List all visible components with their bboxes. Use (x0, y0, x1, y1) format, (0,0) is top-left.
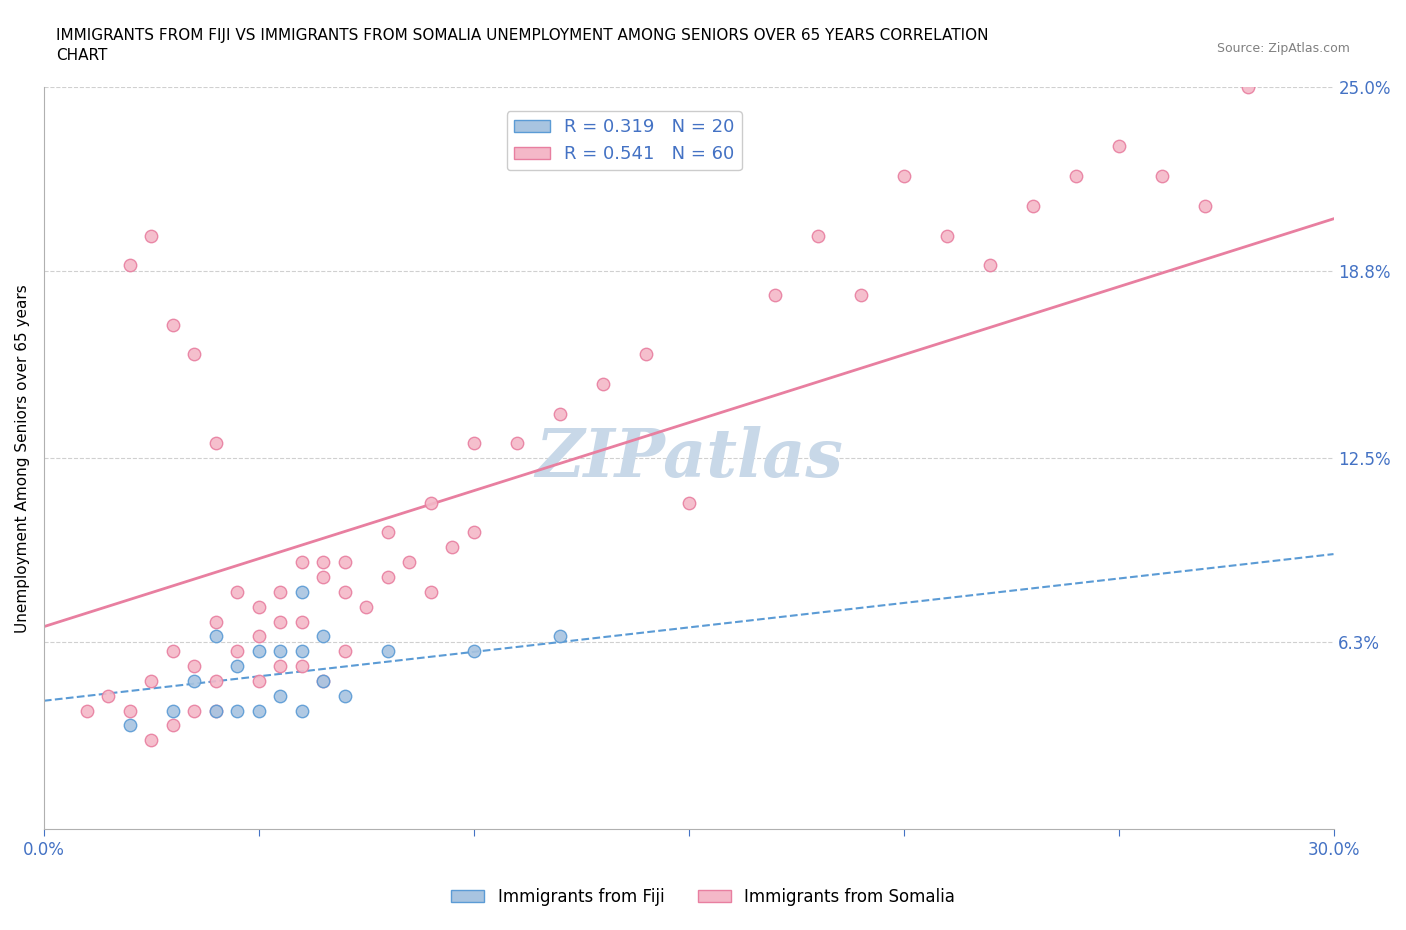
Text: Source: ZipAtlas.com: Source: ZipAtlas.com (1216, 42, 1350, 55)
Point (183, 673, 205, 688)
Point (312, 673, 335, 688)
Point (548, 406, 571, 421)
Point (333, 554, 356, 569)
Point (1150, 168, 1173, 183)
Point (118, 258, 141, 272)
Legend: Immigrants from Fiji, Immigrants from Somalia: Immigrants from Fiji, Immigrants from So… (444, 881, 962, 912)
Point (312, 673, 335, 688)
Point (162, 317, 184, 332)
Point (1236, 80, 1258, 95)
Point (291, 554, 314, 569)
Point (183, 658, 205, 673)
Point (398, 554, 420, 569)
Point (226, 658, 249, 673)
Point (979, 258, 1001, 272)
Point (333, 688, 356, 703)
Point (463, 644, 485, 658)
Point (183, 347, 205, 362)
Point (97, 688, 120, 703)
Point (141, 228, 163, 243)
Point (226, 703, 249, 718)
Text: IMMIGRANTS FROM FIJI VS IMMIGRANTS FROM SOMALIA UNEMPLOYMENT AMONG SENIORS OVER : IMMIGRANTS FROM FIJI VS IMMIGRANTS FROM … (56, 28, 988, 62)
Point (118, 718, 141, 733)
Point (269, 644, 291, 658)
Point (893, 168, 915, 183)
Point (291, 584, 314, 599)
Legend: R = 0.319   N = 20, R = 0.541   N = 60: R = 0.319 N = 20, R = 0.541 N = 60 (506, 111, 742, 170)
Point (205, 673, 228, 688)
Point (247, 629, 270, 644)
Point (419, 584, 441, 599)
Point (1021, 198, 1043, 213)
Point (247, 673, 270, 688)
Point (162, 703, 184, 718)
Point (592, 377, 614, 392)
Point (849, 287, 872, 302)
Point (226, 644, 249, 658)
Point (678, 496, 700, 511)
Point (269, 584, 291, 599)
Point (312, 554, 335, 569)
Point (76, 703, 98, 718)
Point (463, 436, 485, 451)
Point (269, 658, 291, 673)
Point (205, 629, 228, 644)
Point (506, 436, 529, 451)
Point (312, 629, 335, 644)
Point (419, 496, 441, 511)
Point (162, 644, 184, 658)
Point (1108, 140, 1130, 154)
Point (141, 733, 163, 748)
Point (291, 644, 314, 658)
Point (441, 540, 464, 555)
Point (312, 569, 335, 584)
Point (291, 703, 314, 718)
Point (763, 287, 786, 302)
Point (141, 673, 163, 688)
Point (548, 629, 571, 644)
Point (463, 525, 485, 540)
Point (247, 703, 270, 718)
Text: ZIPatlas: ZIPatlas (534, 426, 842, 491)
Point (377, 525, 399, 540)
Point (333, 644, 356, 658)
Point (247, 599, 270, 614)
Point (1064, 168, 1087, 183)
Point (226, 584, 249, 599)
Point (269, 614, 291, 629)
Point (634, 347, 657, 362)
Point (291, 658, 314, 673)
Point (269, 688, 291, 703)
Point (377, 644, 399, 658)
Point (205, 703, 228, 718)
Point (1194, 198, 1216, 213)
Point (291, 614, 314, 629)
Point (377, 569, 399, 584)
Point (205, 436, 228, 451)
Y-axis label: Unemployment Among Seniors over 65 years: Unemployment Among Seniors over 65 years (15, 284, 30, 632)
Point (807, 228, 830, 243)
Point (333, 584, 356, 599)
Point (356, 599, 378, 614)
Point (183, 703, 205, 718)
Point (247, 644, 270, 658)
Point (205, 614, 228, 629)
Point (205, 703, 228, 718)
Point (162, 718, 184, 733)
Point (118, 703, 141, 718)
Point (935, 228, 957, 243)
